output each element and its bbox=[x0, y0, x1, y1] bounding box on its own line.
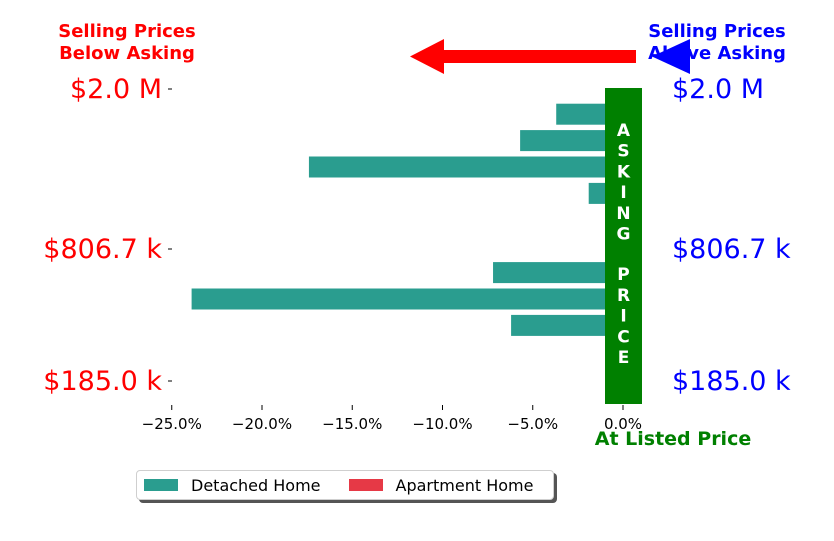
x-tick-label-0: −25.0% bbox=[142, 415, 202, 433]
legend-swatch-detached bbox=[144, 479, 178, 491]
asking-band-letter-1: S bbox=[617, 142, 629, 162]
bar-detached-1 bbox=[520, 130, 623, 152]
arrow-left-head bbox=[410, 39, 444, 74]
x-tick-label-3: −10.0% bbox=[412, 415, 472, 433]
x-annotation: At Listed Price bbox=[595, 428, 751, 450]
legend: Detached Home Apartment Home bbox=[136, 470, 554, 500]
legend-label-apartment: Apartment Home bbox=[395, 475, 534, 495]
legend-item-detached: Detached Home bbox=[144, 476, 321, 495]
asking-band-letter-2: K bbox=[617, 162, 631, 182]
asking-band-letter-7: P bbox=[617, 265, 629, 285]
x-tick-label-5: 0.0% bbox=[604, 415, 642, 433]
x-tick-label-1: −20.0% bbox=[232, 415, 292, 433]
header-above-asking: Selling Prices Above Asking bbox=[614, 21, 820, 65]
y-tick-label-left-2: $185.0 k bbox=[43, 366, 162, 397]
legend-swatch-apartment bbox=[348, 479, 383, 491]
y-tick-label-right-1: $806.7 k bbox=[672, 234, 791, 265]
asking-band-letter-9: I bbox=[620, 307, 626, 327]
legend-item-apartment: Apartment Home bbox=[348, 475, 534, 495]
asking-band-letter-5: G bbox=[617, 225, 631, 245]
asking-band-letter-11: E bbox=[618, 348, 630, 368]
header-above-line1: Selling Prices bbox=[648, 21, 786, 42]
asking-band-letter-10: C bbox=[617, 327, 629, 347]
direction-arrows bbox=[410, 39, 690, 74]
header-below-asking: Selling Prices Below Asking bbox=[24, 21, 230, 65]
x-axis: −25.0% −20.0% −15.0% −10.0% −5.0% 0.0% bbox=[142, 405, 642, 433]
header-below-line1: Selling Prices bbox=[58, 21, 196, 42]
bar-detached-2 bbox=[308, 156, 623, 178]
bar-detached-6 bbox=[493, 262, 623, 284]
asking-band-letter-4: N bbox=[616, 204, 630, 224]
header-above-line2: Above Asking bbox=[648, 43, 786, 64]
header-below-line2: Below Asking bbox=[59, 43, 195, 64]
arrow-left-shaft bbox=[443, 50, 636, 63]
x-tick-label-2: −15.0% bbox=[322, 415, 382, 433]
asking-band-letter-3: I bbox=[620, 183, 626, 203]
y-tick-label-left-1: $806.7 k bbox=[43, 234, 162, 265]
asking-price-band bbox=[605, 88, 642, 404]
arrow-right-head bbox=[652, 39, 690, 74]
bars-layer bbox=[191, 103, 631, 389]
legend-label-detached: Detached Home bbox=[191, 475, 321, 495]
x-tick-label-4: −5.0% bbox=[507, 415, 558, 433]
asking-band-letter-8: R bbox=[617, 286, 630, 306]
bar-detached-8 bbox=[511, 314, 623, 336]
asking-band-letter-0: A bbox=[617, 121, 631, 141]
y-tick-label-right-2: $185.0 k bbox=[672, 366, 791, 397]
y-tick-label-right-0: $2.0 M bbox=[672, 74, 764, 105]
y-axis: $2.0 M $2.0 M $806.7 k $806.7 k $185.0 k $185… bbox=[43, 74, 791, 397]
bar-detached-7 bbox=[191, 288, 624, 310]
y-tick-label-left-0: $2.0 M bbox=[70, 74, 162, 105]
